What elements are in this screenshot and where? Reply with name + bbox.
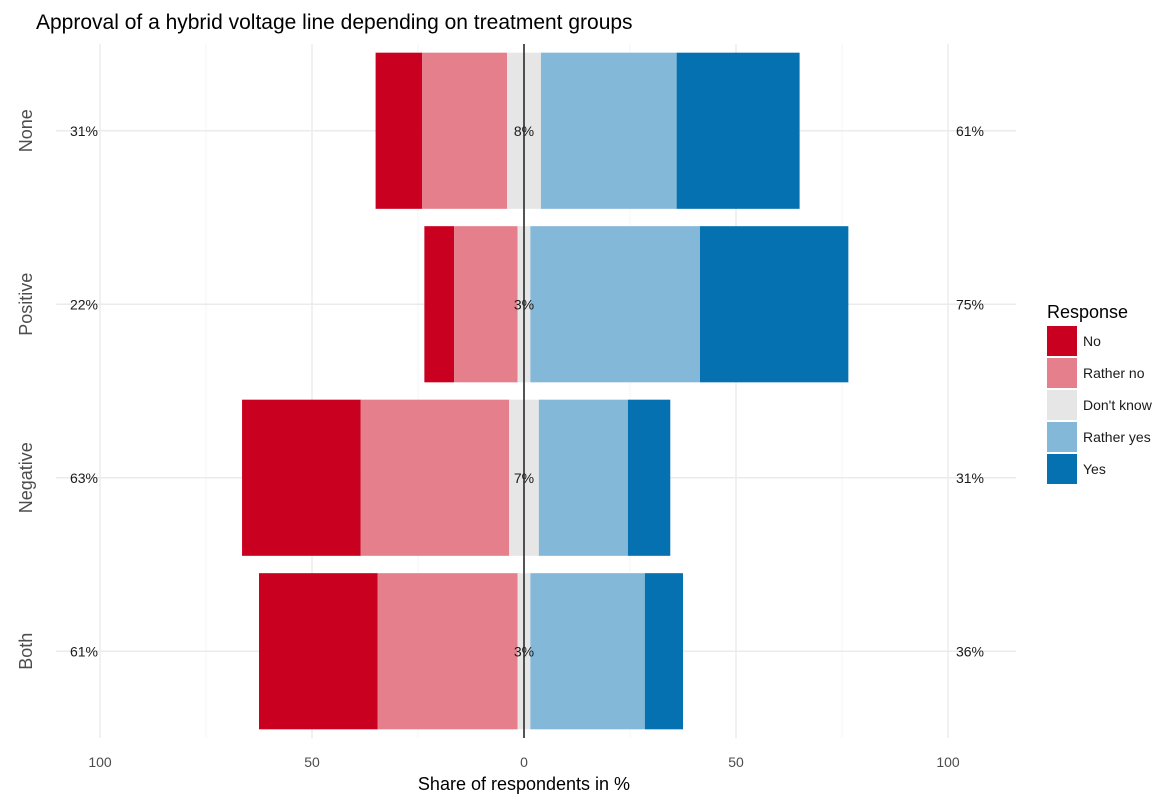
percent-labels: 31% 8% 61% 22% 3% 75% 63% 7% 31% 61% 3% 36% (70, 123, 984, 660)
y-tick-label: Positive (16, 273, 36, 336)
y-axis: None Positive Negative Both (16, 109, 36, 670)
x-tick-label: 50 (304, 754, 320, 770)
x-tick-label: 0 (520, 754, 528, 770)
x-tick-label: 100 (936, 754, 960, 770)
center-percent-label: 3% (514, 643, 534, 659)
bar-segment-rather-no-both (377, 573, 518, 730)
right-percent-label: 36% (956, 643, 984, 659)
bars (242, 52, 849, 730)
legend-title: Response (1047, 302, 1128, 322)
y-tick-label: None (16, 109, 36, 152)
right-percent-label: 31% (956, 470, 984, 486)
legend-swatch (1047, 358, 1077, 388)
legend: Response No Rather no Don't know Rather yes… (1047, 302, 1153, 484)
legend-label: Rather no (1083, 365, 1145, 381)
bar-segment-rather-yes-both (530, 573, 645, 730)
left-percent-label: 31% (70, 123, 98, 139)
bar-segment-rather-yes-negative (538, 399, 628, 556)
legend-swatch (1047, 326, 1077, 356)
x-tick-label: 50 (728, 754, 744, 770)
legend-label: Yes (1083, 461, 1106, 477)
legend-swatch (1047, 422, 1077, 452)
bar-segment-no-both (259, 573, 378, 730)
left-percent-label: 63% (70, 470, 98, 486)
center-percent-label: 3% (514, 296, 534, 312)
x-axis: 100 50 0 50 100 (88, 754, 960, 770)
right-percent-label: 61% (956, 123, 984, 139)
bar-segment-rather-no-positive (454, 226, 518, 383)
legend-label: Rather yes (1083, 429, 1151, 445)
center-percent-label: 7% (514, 470, 534, 486)
x-axis-title: Share of respondents in % (418, 774, 630, 794)
bar-segment-rather-yes-none (540, 52, 677, 209)
bar-segment-yes-none (676, 52, 800, 209)
x-tick-label: 100 (88, 754, 112, 770)
bar-segment-no-negative (242, 399, 361, 556)
bar-segment-no-none (375, 52, 423, 209)
chart-title: Approval of a hybrid voltage line depend… (36, 11, 633, 34)
bar-segment-rather-no-negative (360, 399, 510, 556)
legend-swatch (1047, 454, 1077, 484)
bar-segment-yes-both (644, 573, 683, 730)
center-percent-label: 8% (514, 123, 534, 139)
bar-segment-no-positive (424, 226, 455, 383)
y-tick-label: Negative (16, 442, 36, 513)
y-tick-label: Both (16, 633, 36, 670)
bar-segment-yes-positive (699, 226, 849, 383)
legend-label: Don't know (1083, 397, 1153, 413)
bar-segment-rather-yes-positive (530, 226, 700, 383)
left-percent-label: 61% (70, 643, 98, 659)
legend-swatch (1047, 390, 1077, 420)
right-percent-label: 75% (956, 296, 984, 312)
left-percent-label: 22% (70, 296, 98, 312)
bar-segment-yes-negative (627, 399, 671, 556)
bar-segment-rather-no-none (422, 52, 508, 209)
legend-label: No (1083, 333, 1101, 349)
